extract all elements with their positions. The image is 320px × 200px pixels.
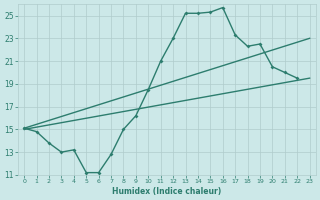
X-axis label: Humidex (Indice chaleur): Humidex (Indice chaleur): [112, 187, 221, 196]
